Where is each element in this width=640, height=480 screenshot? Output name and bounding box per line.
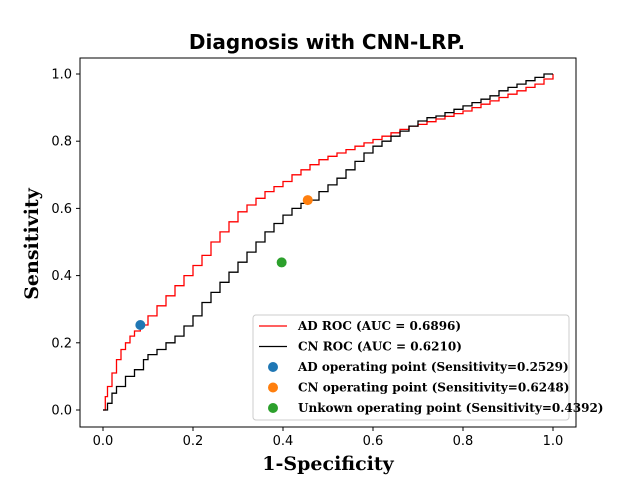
y-tick-label: 0.0 <box>51 404 72 419</box>
series-point-3 <box>302 195 313 206</box>
x-tick-label: 0.4 <box>273 434 294 449</box>
plot-area <box>103 73 554 411</box>
legend-label-3: CN operating point (Sensitivity=0.6248) <box>298 381 569 395</box>
legend-swatch-2 <box>268 362 278 372</box>
y-axis-label: Sensitivity <box>21 187 43 300</box>
legend-label-1: CN ROC (AUC = 0.6210) <box>298 340 462 354</box>
x-axis-label: 1-Specificity <box>262 453 394 475</box>
x-tick-label: 1.0 <box>543 434 564 449</box>
x-tick-label: 0.8 <box>453 434 474 449</box>
legend-label-4: Unkown operating point (Sensitivity=0.43… <box>298 401 603 415</box>
legend-label-2: AD operating point (Sensitivity=0.2529) <box>297 360 569 374</box>
y-tick-label: 0.6 <box>51 202 72 217</box>
series-point-4 <box>276 257 287 268</box>
x-tick-label: 0.0 <box>93 434 114 449</box>
legend-label-0: AD ROC (AUC = 0.6896) <box>297 319 461 333</box>
y-tick-label: 1.0 <box>51 68 72 83</box>
y-tick-label: 0.4 <box>51 269 72 284</box>
chart-title: Diagnosis with CNN-LRP. <box>189 30 465 54</box>
x-tick-label: 0.6 <box>363 434 384 449</box>
axis-ticks: 0.0 0.2 0.4 0.6 0.8 1.0 0.0 0.2 0.4 0.6 0.8 1.0 <box>51 68 563 450</box>
plot-frame <box>79 57 577 428</box>
legend-swatch-4 <box>268 403 278 413</box>
x-tick-label: 0.2 <box>183 434 204 449</box>
legend: AD ROC (AUC = 0.6896) CN ROC (AUC = 0.621… <box>252 314 603 421</box>
y-tick-label: 0.2 <box>51 336 72 351</box>
series-point-2 <box>135 320 146 331</box>
y-tick-label: 0.8 <box>51 135 72 150</box>
series-line-1 <box>103 73 553 411</box>
legend-box <box>252 314 570 421</box>
legend-swatch-3 <box>268 382 278 393</box>
